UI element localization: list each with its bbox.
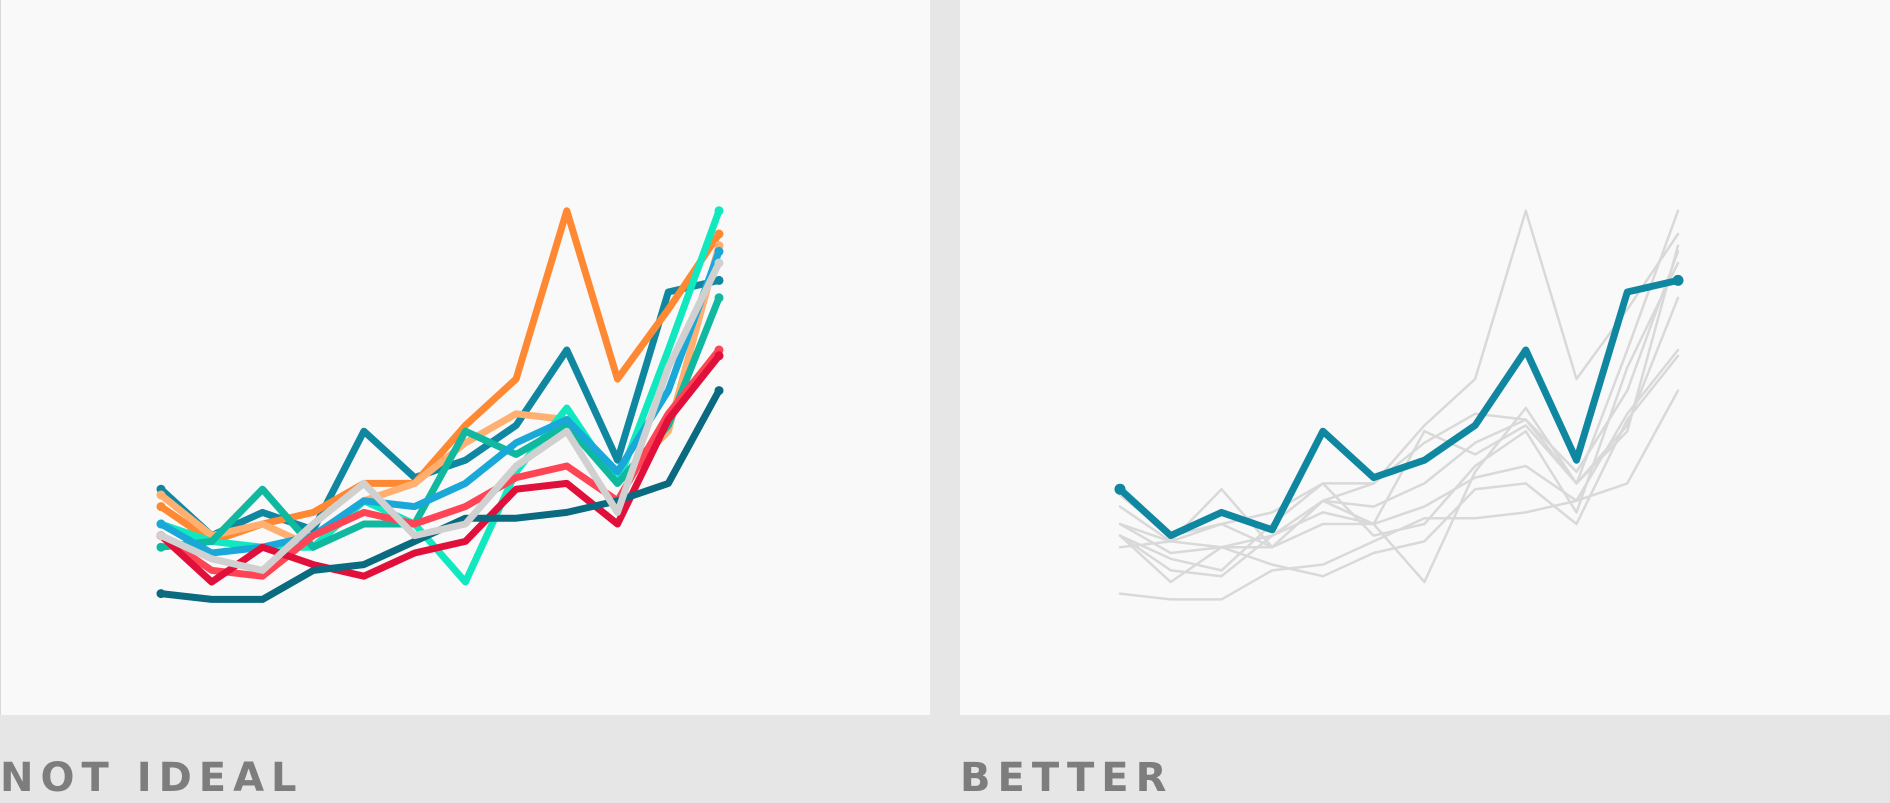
series-2-endpoint (714, 229, 724, 239)
series-9-endpoint (156, 589, 166, 599)
series-line-10 (1118, 261, 1680, 572)
series-line-8 (157, 352, 723, 586)
series-1-endpoint (1672, 274, 1684, 286)
series-line-5 (1118, 296, 1680, 549)
series-10-endpoint (156, 531, 166, 541)
series-line-10 (157, 259, 723, 574)
series-3-endpoint (156, 490, 166, 500)
series-5-endpoint (714, 293, 724, 303)
caption-not-ideal: NOT IDEAL (0, 755, 304, 801)
series-1-endpoint (1114, 483, 1126, 495)
series-line-4 (1118, 209, 1680, 584)
series-line-1 (1116, 276, 1682, 540)
series-line-6 (157, 247, 723, 557)
line-chart-better (1114, 209, 1684, 601)
series-line-8 (1118, 354, 1680, 584)
line-chart-not-ideal (156, 206, 724, 603)
series-8-endpoint (714, 351, 724, 361)
series-1-endpoint (714, 275, 724, 285)
series-6-endpoint (156, 519, 166, 529)
series-4-endpoint (714, 206, 724, 216)
chart-panel-better (960, 0, 1890, 715)
series-9-endpoint (714, 386, 724, 396)
series-6-endpoint (714, 246, 724, 256)
series-line-6 (1118, 250, 1680, 555)
series-5-endpoint (156, 542, 166, 552)
series-2-endpoint (156, 502, 166, 512)
series-line-2 (1118, 209, 1680, 543)
series-line-5 (157, 294, 723, 551)
series-10-endpoint (714, 258, 724, 268)
caption-better: BETTER (960, 755, 1174, 801)
series-line-1 (157, 276, 723, 540)
chart-panel-not-ideal (0, 0, 930, 715)
